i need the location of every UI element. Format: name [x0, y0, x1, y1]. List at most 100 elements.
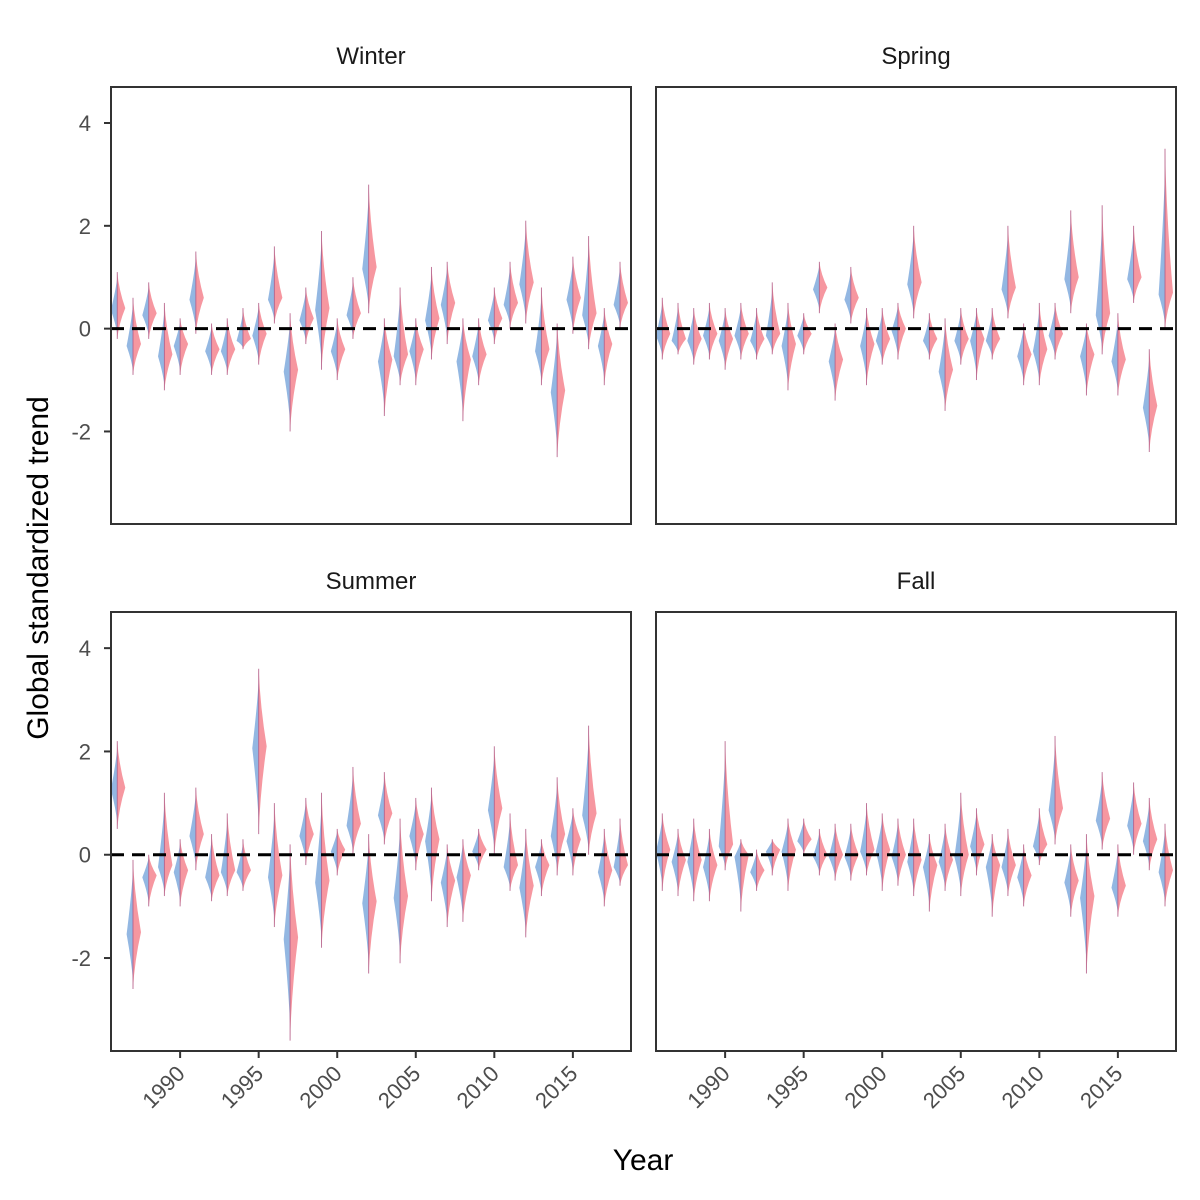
violin-half-blue	[671, 308, 678, 353]
violin-half-blue	[252, 307, 259, 360]
violin-half-red	[541, 839, 550, 897]
violin-2004	[393, 818, 409, 964]
violin-1987	[126, 297, 141, 375]
violin-half-blue	[440, 267, 448, 338]
y-axis-title: Global standardized trend	[22, 396, 55, 740]
violin-2016	[582, 236, 597, 350]
violin-half-red	[772, 839, 781, 876]
violin-1997	[828, 823, 844, 881]
violin-half-red	[510, 813, 519, 891]
violin-1990	[718, 308, 734, 370]
violin-2018	[1158, 823, 1174, 907]
violin-half-red	[588, 236, 597, 350]
violin-half-red	[897, 302, 906, 360]
violin-half-blue	[487, 755, 495, 848]
violin-half-red	[677, 828, 686, 897]
violin-1991	[189, 251, 204, 334]
violin-2017	[1142, 349, 1158, 453]
violin-half-blue	[299, 803, 306, 861]
violin-half-blue	[252, 680, 259, 821]
panel-border	[655, 611, 1177, 1052]
violin-half-red	[787, 302, 796, 391]
violin-half-red	[945, 823, 954, 891]
violin-half-blue	[860, 313, 867, 380]
violin-half-red	[1149, 349, 1158, 453]
violin-2000	[330, 318, 346, 381]
violin-1989	[703, 302, 718, 360]
violin-half-red	[384, 318, 393, 417]
violin-half-red	[740, 839, 749, 912]
violin-half-blue	[718, 312, 726, 366]
violin-2018	[613, 818, 629, 886]
violin-marks	[111, 184, 629, 458]
violin-half-blue	[283, 858, 291, 1026]
violin-1988	[142, 854, 157, 907]
violin-half-blue	[797, 821, 804, 853]
violin-half-blue	[503, 821, 511, 888]
violin-half-blue	[111, 277, 118, 335]
violin-2009	[472, 828, 487, 871]
violin-half-blue	[566, 812, 573, 870]
violin-half-blue	[456, 844, 463, 915]
violin-1999	[315, 792, 330, 948]
violin-2011	[503, 261, 519, 329]
violin-2006	[970, 308, 985, 381]
violin-half-blue	[875, 818, 883, 885]
violin-half-blue	[189, 258, 196, 329]
violin-2002	[362, 834, 377, 974]
violin-half-red	[117, 741, 126, 829]
violin-2006	[425, 266, 440, 360]
violin-half-red	[337, 318, 346, 381]
violin-half-blue	[1158, 170, 1166, 324]
violin-half-red	[897, 818, 906, 886]
violin-half-red	[662, 813, 671, 891]
violin-2016	[1127, 782, 1142, 855]
violin-1998	[844, 823, 859, 881]
violin-half-red	[447, 261, 456, 345]
violin-half-blue	[970, 312, 977, 374]
x-tick-label: 2000	[839, 1061, 891, 1113]
violin-half-blue	[503, 267, 511, 325]
violin-half-red	[352, 277, 361, 339]
violin-2010	[1032, 808, 1048, 866]
violin-2013	[1080, 323, 1095, 396]
violin-half-blue	[519, 229, 526, 318]
violin-2005	[954, 308, 969, 365]
violin-1989	[703, 828, 718, 902]
violin-half-blue	[158, 310, 165, 385]
violin-half-blue	[409, 803, 416, 865]
violin-half-red	[992, 834, 1001, 917]
violin-1995	[797, 313, 812, 355]
violin-half-red	[1039, 302, 1048, 386]
violin-half-red	[274, 803, 283, 928]
violin-half-red	[148, 854, 157, 907]
violin-half-red	[180, 318, 189, 375]
violin-half-red	[462, 839, 471, 922]
violin-2004	[938, 318, 954, 411]
violin-half-blue	[173, 843, 181, 901]
violin-1999	[860, 308, 875, 386]
violin-half-blue	[812, 832, 820, 873]
y-tick-label: 2	[79, 214, 91, 239]
violin-half-red	[725, 741, 734, 871]
violin-half-red	[1117, 313, 1126, 396]
violin-1991	[189, 787, 204, 871]
violin-half-blue	[597, 835, 605, 901]
violin-half-red	[290, 313, 299, 432]
violin-1992	[205, 323, 220, 375]
violin-half-blue	[299, 292, 306, 341]
violin-2004	[938, 823, 954, 891]
violin-half-red	[1023, 323, 1032, 386]
violin-half-blue	[550, 333, 558, 448]
violin-1991	[734, 839, 749, 912]
violin-half-blue	[189, 794, 196, 865]
violin-half-blue	[1032, 309, 1040, 380]
violin-half-blue	[205, 327, 212, 372]
violin-half-red	[992, 308, 1001, 360]
violin-1997	[283, 844, 299, 1041]
violin-2004	[393, 287, 409, 386]
x-tick-label: 2010	[997, 1061, 1049, 1113]
violin-2008	[1001, 225, 1016, 319]
violin-1999	[860, 803, 875, 876]
violin-half-red	[1133, 782, 1142, 855]
